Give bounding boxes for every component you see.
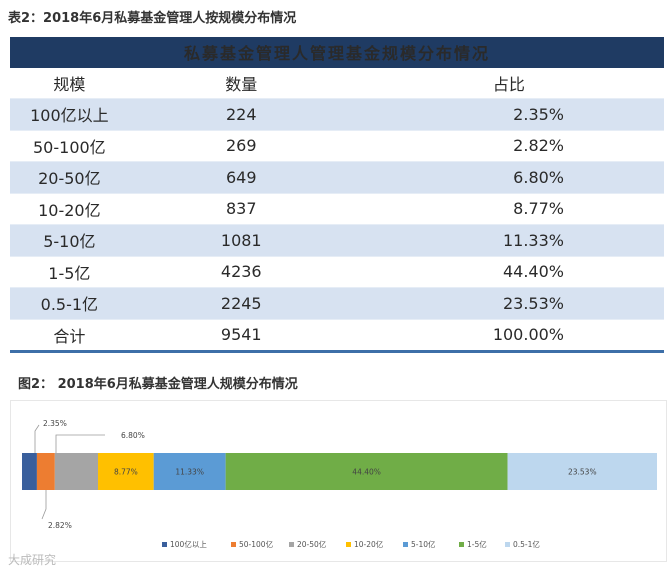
table-row: 100亿以上 224 2.35% — [10, 98, 664, 130]
legend-swatch — [289, 542, 294, 547]
leader-line — [55, 434, 105, 453]
legend-label: 20-50亿 — [297, 539, 327, 549]
cell-scale: 1-5亿 — [10, 255, 129, 288]
header-scale: 规模 — [10, 67, 129, 99]
cell-count: 2245 — [128, 287, 354, 319]
bar-segment — [36, 453, 55, 490]
cell-share: 2.35% — [353, 98, 664, 130]
cell-share: 44.40% — [353, 255, 664, 288]
cell-share: 23.53% — [353, 287, 664, 319]
table-title: 私募基金管理人管理基金规模分布情况 — [10, 37, 664, 68]
legend-swatch — [505, 542, 510, 547]
cell-scale: 50-100亿 — [10, 129, 129, 162]
cell-scale: 10-20亿 — [10, 192, 129, 225]
bar-segment — [507, 453, 657, 490]
bar-segment — [22, 453, 37, 490]
cell-scale: 0.5-1亿 — [10, 287, 129, 319]
stacked-bar-chart: 2.35% 2.82% 6.80% 8.77% 11.33% 44.40% 23.53% 10… — [10, 400, 667, 562]
cell-share: 2.82% — [353, 129, 664, 162]
scale-distribution-table: 私募基金管理人管理基金规模分布情况 规模 数量 占比 100亿以上 224 2.… — [10, 37, 664, 353]
cell-share: 6.80% — [353, 161, 664, 193]
bar-segment — [54, 453, 99, 490]
cell-count: 224 — [128, 98, 354, 130]
bar-segment — [98, 453, 154, 490]
cell-share: 8.77% — [353, 192, 664, 225]
cell-scale: 20-50亿 — [10, 161, 129, 193]
legend-swatch — [459, 542, 464, 547]
data-label: 2.82% — [48, 521, 72, 530]
table-row: 1-5亿 4236 44.40% — [10, 255, 664, 288]
legend-label: 50-100亿 — [239, 539, 274, 549]
data-label: 23.53% — [568, 468, 597, 477]
cell-count: 269 — [128, 129, 354, 162]
data-label: 44.40% — [352, 468, 381, 477]
cell-scale: 5-10亿 — [10, 224, 129, 256]
legend-label: 100亿以上 — [170, 539, 207, 549]
cell-scale: 100亿以上 — [10, 98, 129, 130]
legend-label: 1-5亿 — [467, 539, 487, 549]
table-row: 0.5-1亿 2245 23.53% — [10, 287, 664, 319]
total-share: 100.00% — [353, 318, 664, 353]
table-title-row: 私募基金管理人管理基金规模分布情况 — [10, 37, 664, 68]
legend-swatch — [346, 542, 351, 547]
legend-swatch — [231, 542, 236, 547]
chart-svg: 2.35% 2.82% 6.80% 8.77% 11.33% 44.40% 23.53% 10… — [22, 419, 657, 549]
cell-count: 4236 — [128, 255, 354, 288]
legend-swatch — [162, 542, 167, 547]
table-row: 20-50亿 649 6.80% — [10, 161, 664, 193]
total-label: 合计 — [10, 318, 129, 353]
cell-count: 649 — [128, 161, 354, 193]
table-row: 50-100亿 269 2.82% — [10, 129, 664, 162]
table-caption: 表2：2018年6月私募基金管理人按规模分布情况 — [8, 11, 297, 26]
total-count: 9541 — [128, 318, 354, 353]
table-row: 10-20亿 837 8.77% — [10, 192, 664, 225]
table-total-row: 合计 9541 100.00% — [10, 318, 664, 353]
leader-line — [34, 424, 40, 453]
data-label: 6.80% — [121, 431, 145, 440]
table-header-row: 规模 数量 占比 — [10, 67, 664, 99]
cell-count: 1081 — [128, 224, 354, 256]
header-count: 数量 — [128, 67, 354, 99]
cell-share: 11.33% — [353, 224, 664, 256]
legend-label: 10-20亿 — [354, 539, 384, 549]
legend-swatch — [403, 542, 408, 547]
header-share: 占比 — [353, 67, 664, 99]
leader-line — [41, 490, 47, 520]
legend-label: 5-10亿 — [411, 539, 436, 549]
data-label: 8.77% — [114, 468, 138, 477]
data-label: 11.33% — [175, 468, 204, 477]
cell-count: 837 — [128, 192, 354, 225]
legend-label: 0.5-1亿 — [513, 539, 540, 549]
table-row: 5-10亿 1081 11.33% — [10, 224, 664, 256]
data-label: 2.35% — [43, 419, 67, 428]
watermark: 大成研究 — [8, 553, 57, 567]
bar-segment — [153, 453, 226, 490]
bar-segment — [225, 453, 508, 490]
chart-caption: 图2： 2018年6月私募基金管理人规模分布情况 — [18, 377, 298, 392]
